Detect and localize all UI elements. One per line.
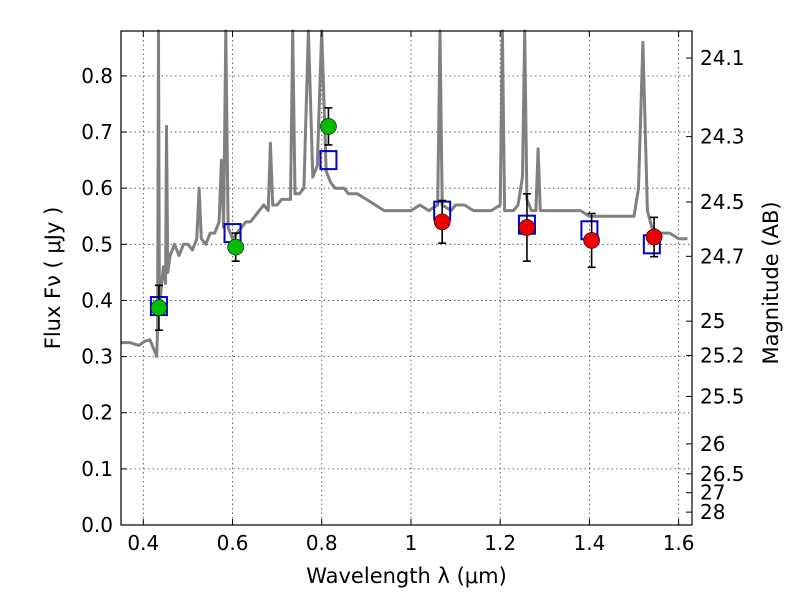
y-tick-label: 0.0 — [81, 513, 113, 537]
spectrum-line-path — [121, 29, 688, 359]
y2-tick-label: 26.5 — [700, 462, 745, 486]
y2-tick-label: 25 — [700, 309, 725, 333]
y-tick-label: 0.8 — [81, 64, 113, 88]
y2-tick-label: 24.3 — [700, 125, 745, 149]
x-tick-label: 1.6 — [663, 531, 695, 555]
y2-axis-title: Magnitude (AB) — [759, 201, 783, 364]
photometry-point — [518, 219, 536, 236]
axes: 0.4 0.6 0.8 1 1.2 1.4 1.6 0.0 0.1 0.2 0.3 0.4 0.5 0.6… — [81, 31, 745, 555]
spectrum-line — [121, 29, 688, 359]
photometry-point — [320, 118, 337, 135]
x-tick-label: 0.4 — [127, 531, 159, 555]
y2-tick-label: 26 — [700, 432, 725, 456]
y-tick-label: 0.6 — [81, 176, 113, 200]
y2-tick-label: 24.7 — [700, 244, 745, 268]
x-tick-label: 1.4 — [573, 531, 605, 555]
y2-tick-label: 25.2 — [700, 343, 745, 367]
y2-tick-label: 25.5 — [700, 384, 745, 408]
y-tick-label: 0.4 — [81, 288, 113, 312]
x-tick-label: 0.8 — [306, 531, 338, 555]
photometry-point — [227, 238, 244, 256]
photometry-point — [433, 213, 451, 231]
y-tick-label: 0.3 — [81, 345, 113, 369]
y-axis-title: Flux Fν ( μJy ) — [41, 207, 65, 350]
photometry-points — [150, 118, 663, 317]
x-axis-title: Wavelength λ (μm) — [306, 564, 507, 588]
y2-tick-label: 28 — [700, 500, 725, 524]
y-tick-label: 0.7 — [81, 120, 113, 144]
x-tick-label: 0.6 — [217, 531, 249, 555]
grid-lines — [121, 31, 692, 526]
y2-tick-label: 27 — [700, 481, 725, 505]
plot-frame — [120, 30, 693, 526]
y-tick-label: 0.5 — [81, 232, 113, 256]
y2-tick-label: 24.5 — [700, 190, 745, 214]
error-bars — [154, 107, 659, 332]
model-square-point — [319, 150, 338, 171]
y-tick-label: 0.2 — [81, 401, 113, 425]
photometry-point — [583, 232, 600, 249]
y2-tick-label: 24.1 — [700, 46, 745, 70]
photometry-point — [645, 228, 663, 246]
x-tick-label: 1 — [405, 531, 418, 555]
x-tick-label: 1.2 — [484, 531, 516, 555]
y-tick-label: 0.1 — [81, 457, 113, 481]
photometry-point — [150, 299, 168, 317]
